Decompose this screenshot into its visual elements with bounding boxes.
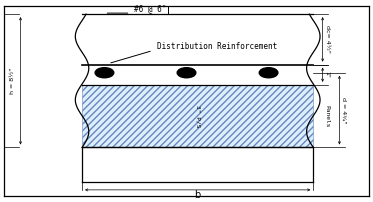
Text: d = 4¾": d = 4¾"	[341, 97, 346, 123]
Text: h = 8½": h = 8½"	[10, 68, 15, 94]
Circle shape	[259, 68, 278, 78]
Text: b: b	[195, 190, 201, 200]
Text: 3" P/S: 3" P/S	[195, 105, 200, 127]
Circle shape	[95, 68, 114, 78]
Text: #6 @ 6": #6 @ 6"	[134, 5, 167, 14]
Text: dc= 4½": dc= 4½"	[325, 25, 329, 53]
Polygon shape	[82, 85, 313, 147]
Text: Panels: Panels	[325, 105, 329, 127]
Text: 1": 1"	[325, 71, 329, 78]
Circle shape	[177, 68, 196, 78]
Text: Distribution Reinforcement: Distribution Reinforcement	[157, 42, 277, 51]
